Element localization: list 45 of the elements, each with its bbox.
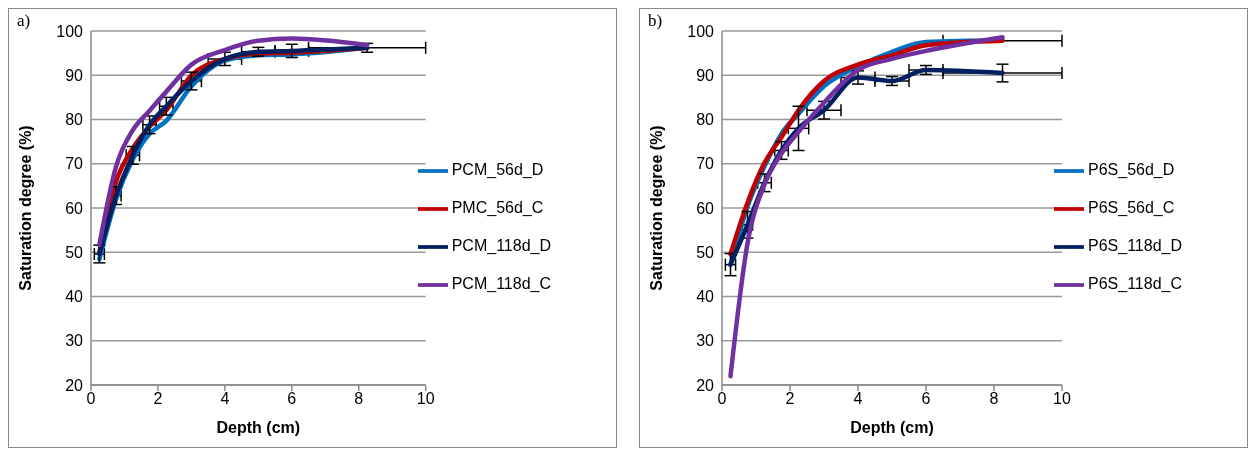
y-tick-label: 100 (56, 22, 84, 40)
y-tick-label: 30 (65, 332, 84, 350)
y-tick-label: 50 (65, 243, 84, 261)
x-tick-label: 6 (287, 390, 297, 408)
x-tick-label: 4 (853, 390, 863, 408)
y-tick-label: 30 (696, 332, 715, 350)
legend-label: P6S_56d_D (1088, 161, 1175, 178)
x-tick-label: 4 (220, 390, 230, 408)
x-axis-title: Depth (cm) (216, 419, 301, 436)
x-tick-label: 10 (416, 390, 435, 408)
y-tick-label: 40 (696, 288, 715, 306)
legend-label: P6S_118d_C (1088, 275, 1182, 292)
legend-label: PCM_56d_D (451, 161, 544, 178)
text: b) (648, 11, 663, 31)
x-tick-label: 8 (989, 390, 999, 408)
x-tick-label: 10 (1053, 390, 1071, 408)
y-tick-label: 100 (687, 22, 715, 40)
legend-label: P6S_118d_D (1088, 237, 1182, 254)
y-tick-label: 20 (65, 376, 84, 394)
y-tick-label: 80 (696, 111, 715, 129)
y-tick-label: 90 (696, 66, 715, 84)
text: a) (17, 11, 31, 31)
y-tick-label: 20 (696, 376, 715, 394)
x-tick-label: 0 (86, 390, 96, 408)
y-tick-label: 60 (65, 199, 84, 217)
y-tick-label: 40 (65, 288, 84, 306)
y-tick-label: 70 (696, 155, 715, 173)
x-tick-label: 2 (153, 390, 163, 408)
legend-label: PCM_118d_C (451, 275, 551, 292)
y-tick-label: 50 (696, 243, 715, 261)
line-series (728, 34, 1005, 379)
y-tick-label: 80 (65, 111, 84, 129)
y-tick-label: 60 (696, 199, 715, 217)
legend-label: P6S_56d_C (1088, 199, 1175, 216)
x-axis-title: Depth (cm) (850, 419, 934, 436)
legend-label: PCM_118d_D (451, 237, 551, 254)
x-tick-label: 8 (354, 390, 364, 408)
x-tick-label: 0 (717, 390, 727, 408)
x-tick-label: 6 (921, 390, 931, 408)
y-tick-label: 90 (65, 66, 84, 84)
legend-label: PMC_56d_C (451, 199, 544, 216)
x-tick-label: 2 (785, 390, 795, 408)
y-axis-title: Saturation degree (%) (16, 125, 34, 291)
y-tick-label: 70 (65, 155, 84, 173)
y-axis-title: Saturation degree (%) (647, 125, 665, 291)
